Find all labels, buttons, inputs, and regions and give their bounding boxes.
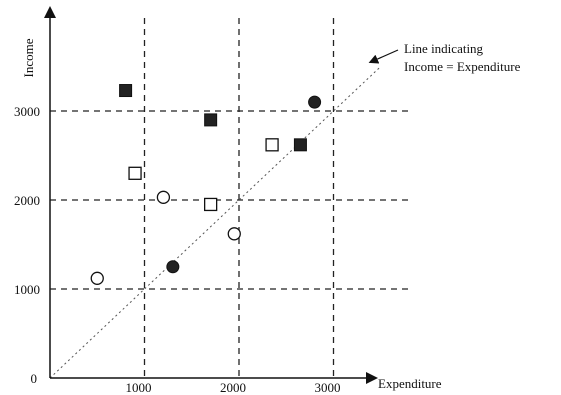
- y-tick-label: 2000: [14, 193, 40, 208]
- label-layer: 1000 2000 3000 1000 2000 3000 0 Expenditure Inco…: [14, 38, 521, 395]
- origin-label: 0: [31, 371, 38, 386]
- x-axis-title: Expenditure: [378, 376, 442, 391]
- annotation-line-1: Line indicating: [404, 41, 484, 56]
- annotation-arrow: [368, 49, 399, 64]
- point-filled-square: [293, 138, 307, 152]
- point-filled-square: [119, 84, 133, 98]
- point-open-square: [203, 197, 218, 212]
- points-layer: [90, 84, 322, 285]
- x-tick-label: 3000: [315, 380, 341, 395]
- point-open-square: [265, 138, 279, 152]
- point-filled-circle: [166, 260, 180, 274]
- annotation-line-2: Income = Expenditure: [404, 59, 521, 74]
- y-axis-title: Income: [21, 38, 36, 77]
- reference-line-layer: [49, 66, 382, 379]
- point-filled-square: [204, 113, 218, 127]
- x-tick-label: 1000: [126, 380, 152, 395]
- y-tick-label: 3000: [14, 104, 40, 119]
- point-open-circle: [227, 227, 241, 241]
- point-open-square: [128, 166, 142, 180]
- point-filled-circle: [308, 95, 322, 109]
- x-tick-label: 2000: [220, 380, 246, 395]
- axis-layer: [44, 6, 378, 384]
- y-tick-label: 1000: [14, 282, 40, 297]
- reference-line: [49, 66, 382, 379]
- point-open-circle: [90, 271, 104, 285]
- grid-layer: [50, 18, 412, 378]
- point-open-circle: [156, 190, 171, 204]
